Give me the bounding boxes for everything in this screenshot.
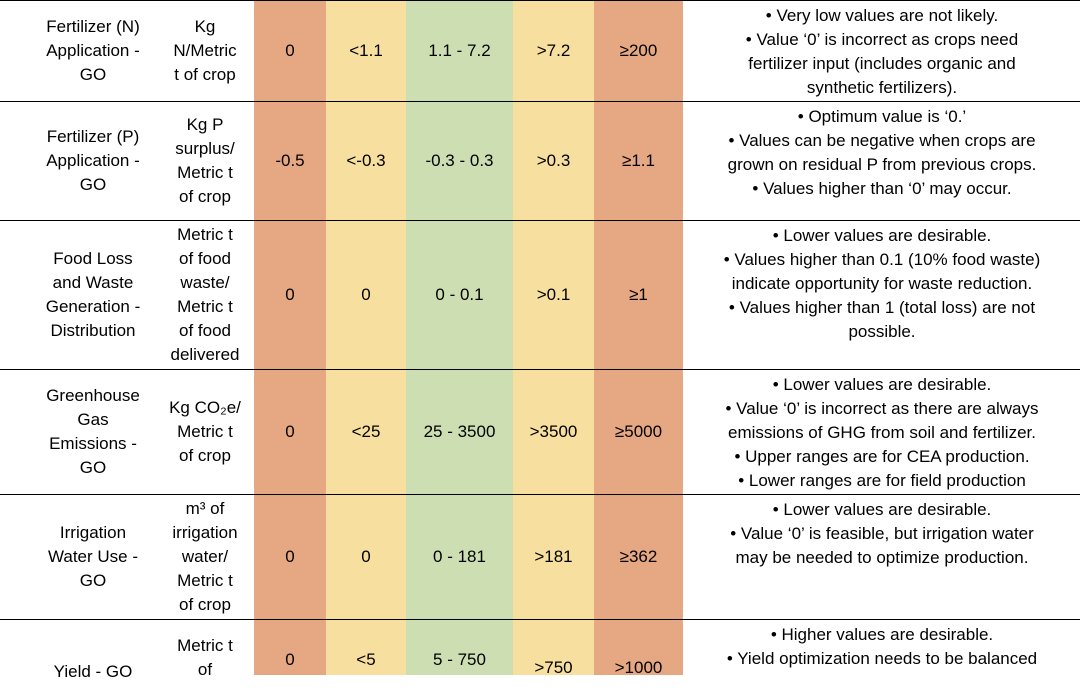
metric-unit: Kg CO₂e/ Metric t of crop xyxy=(169,398,241,465)
note-line: • Higher values are desirable. xyxy=(770,625,994,644)
range-band-green xyxy=(406,0,513,675)
metric-unit: m³ of irrigation water/ Metric t of crop xyxy=(172,499,238,614)
row-divider xyxy=(0,619,1080,620)
metric-unit: Metric t of food waste/ Metric t of food… xyxy=(170,225,240,364)
range-value-yellow-low: <-0.3 xyxy=(346,151,386,170)
notes-cell: • Lower values are desirable. • Value ‘0… xyxy=(684,495,1080,619)
range-value-green: 1.1 - 7.2 xyxy=(428,41,491,60)
range-value-yellow-high: >0.1 xyxy=(536,285,571,304)
range-value-yellow-high: >7.2 xyxy=(536,41,571,60)
metric-unit: Metric t of xyxy=(177,636,233,679)
notes-cell: • Lower values are desirable. • Values h… xyxy=(684,221,1080,369)
table-row: Irrigation Water Use - GO m³ of irrigati… xyxy=(0,495,1080,619)
range-value-yellow-high: >750 xyxy=(534,658,573,677)
note-line: • Lower values are desirable. xyxy=(772,375,992,394)
range-value-red-low: 0 xyxy=(285,547,295,566)
note-line: • Lower ranges are for field production xyxy=(738,471,1026,490)
range-value-yellow-high: >0.3 xyxy=(536,151,571,170)
note-line: • Upper ranges are for CEA production. xyxy=(734,447,1030,466)
range-value-yellow-low: <5 xyxy=(356,650,376,669)
table-row: Fertilizer (P) Application - GO Kg P sur… xyxy=(0,102,1080,220)
metric-unit: Kg P surplus/ Metric t of crop xyxy=(175,115,235,206)
note-line: • Value ‘0’ is incorrect as crops need f… xyxy=(745,30,1019,97)
table-row: Greenhouse Gas Emissions - GO Kg CO₂e/ M… xyxy=(0,370,1080,494)
range-value-green: 0 - 0.1 xyxy=(435,285,484,304)
range-value-red-low: 0 xyxy=(285,650,295,669)
note-line: • Values higher than 0.1 (10% food waste… xyxy=(723,250,1041,293)
note-line: • Very low values are not likely. xyxy=(765,6,999,25)
range-value-red-low: 0 xyxy=(285,285,295,304)
metric-unit: Kg N/Metric t of crop xyxy=(173,17,237,84)
range-value-green: 25 - 3500 xyxy=(423,422,496,441)
range-value-red-low: 0 xyxy=(285,422,295,441)
row-divider xyxy=(0,494,1080,495)
range-value-yellow-high: >181 xyxy=(534,547,573,566)
note-line: • Value ‘0’ is feasible, but irrigation … xyxy=(730,524,1034,567)
notes-cell: • Lower values are desirable. • Value ‘0… xyxy=(684,370,1080,494)
notes-cell: • Higher values are desirable. • Yield o… xyxy=(684,620,1080,700)
note-line: • Values higher than ‘0’ may occur. xyxy=(752,179,1012,198)
range-value-red-high: ≥362 xyxy=(619,547,658,566)
range-band-yellow-low xyxy=(326,0,406,675)
range-value-green: 5 - 750 xyxy=(433,650,486,669)
range-value-yellow-low: <25 xyxy=(351,422,381,441)
range-value-yellow-low: 0 xyxy=(361,547,371,566)
range-band-red-high xyxy=(594,0,683,675)
range-value-red-low: -0.5 xyxy=(275,151,305,170)
note-line: • Values higher than 1 (total loss) are … xyxy=(728,298,1036,341)
note-line: • Yield optimization needs to be balance… xyxy=(726,649,1038,668)
range-value-red-high: >1000 xyxy=(614,658,663,677)
range-value-red-high: ≥1 xyxy=(629,285,648,304)
range-value-red-high: ≥200 xyxy=(619,41,658,60)
range-band-red-low xyxy=(254,0,326,675)
range-band-yellow-high xyxy=(513,0,594,675)
range-value-red-high: ≥5000 xyxy=(614,422,663,441)
metric-name: Fertilizer (P) Application - GO xyxy=(46,127,140,194)
table-row: Yield - GO Metric t of 0 <5 5 - 750 >750… xyxy=(0,620,1080,700)
metric-name: Irrigation Water Use - GO xyxy=(47,523,139,590)
notes-cell: • Optimum value is ‘0.’ • Values can be … xyxy=(684,102,1080,220)
row-divider xyxy=(0,369,1080,370)
note-line: • Value ‘0’ is incorrect as there are al… xyxy=(725,399,1039,442)
row-divider xyxy=(0,101,1080,102)
note-line: • Values can be negative when crops are … xyxy=(727,131,1037,174)
table-row: Fertilizer (N) Application - GO Kg N/Met… xyxy=(0,1,1080,101)
row-divider xyxy=(0,220,1080,221)
range-value-red-high: ≥1.1 xyxy=(622,151,655,170)
note-line: • Lower values are desirable. xyxy=(772,226,992,245)
range-value-yellow-low: <1.1 xyxy=(349,41,383,60)
range-value-green: 0 - 181 xyxy=(433,547,486,566)
range-value-yellow-low: 0 xyxy=(361,285,371,304)
table-row: Food Loss and Waste Generation - Distrib… xyxy=(0,221,1080,369)
row-divider xyxy=(0,0,1080,1)
range-value-red-low: 0 xyxy=(285,41,295,60)
metric-name: Greenhouse Gas Emissions - GO xyxy=(46,386,140,477)
metric-name: Food Loss and Waste Generation - Distrib… xyxy=(45,249,141,340)
note-line: • Optimum value is ‘0.’ xyxy=(797,107,967,126)
range-value-green: -0.3 - 0.3 xyxy=(425,151,494,170)
note-line: • Lower values are desirable. xyxy=(772,500,992,519)
range-value-yellow-high: >3500 xyxy=(529,422,578,441)
metric-name: Yield - GO xyxy=(53,662,133,681)
metric-name: Fertilizer (N) Application - GO xyxy=(46,17,140,84)
notes-cell: • Very low values are not likely. • Valu… xyxy=(684,1,1080,101)
